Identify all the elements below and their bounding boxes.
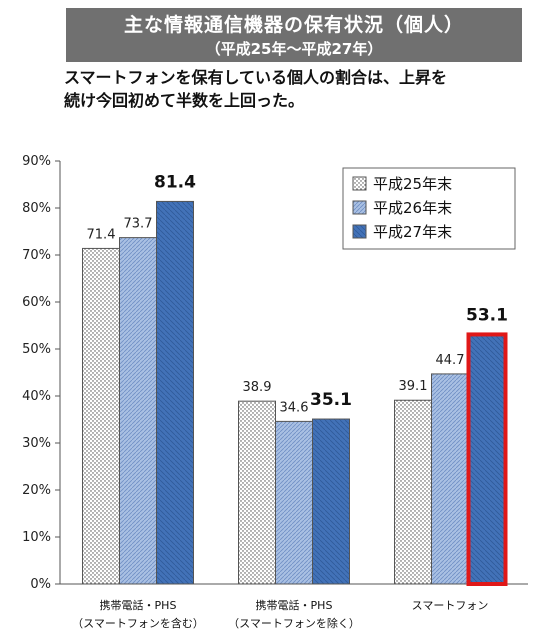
y-tick-label: 40%: [22, 389, 51, 404]
data-label: 34.6: [280, 400, 309, 415]
data-label: 38.9: [243, 380, 272, 395]
title-banner: 主な情報通信機器の保有状況（個人） （平成25年～平成27年）: [66, 8, 522, 62]
y-tick-label: 20%: [22, 483, 51, 498]
legend-swatch: [352, 176, 367, 191]
y-tick-label: 0%: [30, 577, 51, 592]
data-label: 39.1: [399, 379, 428, 394]
y-tick-label: 10%: [22, 530, 51, 545]
legend-box: [342, 167, 516, 250]
legend-swatch: [352, 200, 367, 215]
data-label: 81.4: [154, 172, 196, 192]
data-label: 44.7: [436, 353, 465, 368]
bar-1-2: [238, 400, 276, 585]
subtitle-line-1: スマートフォンを保有している個人の割合は、上昇を: [64, 68, 448, 87]
data-label: 53.1: [466, 305, 508, 325]
data-label: 71.4: [87, 227, 116, 242]
y-tick-label: 30%: [22, 436, 51, 451]
y-tick-label: 50%: [22, 342, 51, 357]
y-tick-label: 60%: [22, 295, 51, 310]
chart-period: （平成25年～平成27年）: [205, 40, 383, 58]
data-label: 35.1: [310, 390, 352, 410]
data-labels: 71.4 73.7 81.4 38.9 34.6 35.1 39.1 44.7 53.1: [87, 172, 508, 415]
legend-label: 平成26年末: [373, 199, 452, 217]
x-axis-labels: 携帯電話・PHS （スマートフォンを含む） 携帯電話・PHS （スマートフォンを除く）…: [72, 598, 488, 630]
y-tick-label: 80%: [22, 201, 51, 216]
bar-3-1: [156, 200, 194, 585]
legend-swatch: [352, 224, 367, 239]
legend-label: 平成27年末: [373, 223, 452, 241]
data-label: 73.7: [124, 217, 153, 232]
subtitle-line-2: 続け今回初めて半数を上回った。: [64, 91, 305, 110]
bar-1-1: [82, 247, 120, 585]
legend-label: 平成25年末: [373, 175, 452, 193]
y-tick-label: 90%: [22, 154, 51, 169]
bar-3-3: [466, 332, 508, 586]
bar-2-3: [431, 373, 469, 585]
y-tick-label: 70%: [22, 248, 51, 263]
bars: [82, 200, 508, 586]
category-label: スマートフォン: [412, 599, 489, 612]
chart-subtitle: スマートフォンを保有している個人の割合は、上昇を 続け今回初めて半数を上回った。: [64, 66, 534, 112]
chart-title: 主な情報通信機器の保有状況（個人）: [123, 14, 464, 36]
bar-2-1: [119, 237, 157, 585]
bar-1-3: [394, 399, 432, 585]
category-sublabel: （スマートフォンを含む）: [72, 616, 204, 630]
bar-2-2: [275, 420, 313, 585]
category-label: 携帯電話・PHS: [256, 598, 333, 612]
category-sublabel: （スマートフォンを除く）: [228, 616, 360, 630]
bar-3-2: [312, 418, 350, 585]
category-label: 携帯電話・PHS: [100, 598, 177, 612]
